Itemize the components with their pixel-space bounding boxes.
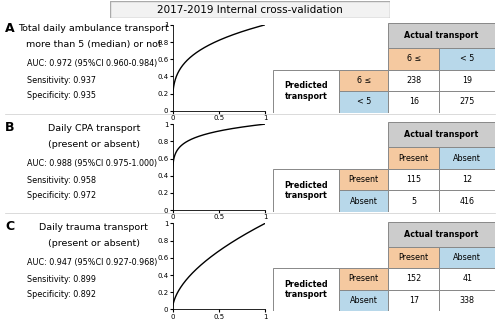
Bar <box>388 169 440 190</box>
Text: 238: 238 <box>406 76 421 85</box>
Bar <box>339 169 388 190</box>
Bar <box>388 48 440 70</box>
Bar <box>440 169 495 190</box>
Text: Present: Present <box>398 253 429 262</box>
Bar <box>440 48 495 70</box>
Text: Absent: Absent <box>453 253 481 262</box>
Bar <box>388 23 495 48</box>
Bar <box>440 70 495 91</box>
FancyBboxPatch shape <box>110 1 390 18</box>
Bar <box>388 122 495 148</box>
Text: 16: 16 <box>409 97 419 106</box>
Bar <box>339 70 388 91</box>
Text: Absent: Absent <box>350 197 378 206</box>
Text: Daily trauma transport: Daily trauma transport <box>40 223 148 232</box>
Bar <box>388 91 440 113</box>
Text: more than 5 (median) or not: more than 5 (median) or not <box>26 40 162 49</box>
Text: Present: Present <box>398 154 429 163</box>
Bar <box>388 222 495 247</box>
Bar <box>440 268 495 290</box>
Bar <box>339 91 388 113</box>
Text: Total daily ambulance transport: Total daily ambulance transport <box>18 24 169 33</box>
Text: Actual transport: Actual transport <box>404 130 478 139</box>
Bar <box>388 290 440 311</box>
Text: 6 ≤: 6 ≤ <box>406 54 421 64</box>
Text: Present: Present <box>348 274 379 283</box>
Text: 115: 115 <box>406 175 421 184</box>
Text: 41: 41 <box>462 274 472 283</box>
Bar <box>440 290 495 311</box>
Text: Sensitivity: 0.899: Sensitivity: 0.899 <box>28 275 96 284</box>
Bar <box>272 268 339 311</box>
Bar <box>388 190 440 212</box>
Text: Sensitivity: 0.958: Sensitivity: 0.958 <box>28 175 96 184</box>
Bar <box>440 91 495 113</box>
Bar <box>388 148 440 169</box>
Bar <box>272 70 339 113</box>
Text: < 5: < 5 <box>356 97 371 106</box>
Text: Actual transport: Actual transport <box>404 31 478 40</box>
Text: Absent: Absent <box>453 154 481 163</box>
Bar <box>440 148 495 169</box>
Text: 275: 275 <box>460 97 475 106</box>
Bar <box>440 190 495 212</box>
Text: Specificity: 0.892: Specificity: 0.892 <box>28 290 96 299</box>
Bar <box>339 190 388 212</box>
Text: Absent: Absent <box>350 296 378 305</box>
Text: 152: 152 <box>406 274 421 283</box>
Text: 12: 12 <box>462 175 472 184</box>
Text: B: B <box>5 121 15 134</box>
Bar <box>388 70 440 91</box>
Text: < 5: < 5 <box>460 54 474 64</box>
Text: 338: 338 <box>460 296 474 305</box>
Text: 6 ≤: 6 ≤ <box>356 76 371 85</box>
Text: AUC: 0.972 (95%CI 0.960-0.984): AUC: 0.972 (95%CI 0.960-0.984) <box>28 59 158 68</box>
Text: AUC: 0.947 (95%CI 0.927-0.968): AUC: 0.947 (95%CI 0.927-0.968) <box>28 258 158 267</box>
Text: (present or absent): (present or absent) <box>48 140 140 149</box>
Bar <box>339 290 388 311</box>
Bar <box>388 247 440 268</box>
Text: A: A <box>5 22 15 34</box>
Text: (present or absent): (present or absent) <box>48 239 140 248</box>
Text: 19: 19 <box>462 76 472 85</box>
Bar <box>272 169 339 212</box>
Text: Predicted
transport: Predicted transport <box>284 81 328 101</box>
Text: Present: Present <box>348 175 379 184</box>
Text: Actual transport: Actual transport <box>404 230 478 239</box>
Text: Specificity: 0.972: Specificity: 0.972 <box>28 191 96 200</box>
Text: Predicted
transport: Predicted transport <box>284 181 328 200</box>
Text: C: C <box>5 220 14 233</box>
Text: Daily CPA transport: Daily CPA transport <box>48 124 140 133</box>
Bar <box>339 268 388 290</box>
Text: 5: 5 <box>411 197 416 206</box>
Text: 416: 416 <box>460 197 474 206</box>
Bar <box>388 268 440 290</box>
Text: Sensitivity: 0.937: Sensitivity: 0.937 <box>28 76 96 85</box>
Text: Predicted
transport: Predicted transport <box>284 280 328 300</box>
Text: Specificity: 0.935: Specificity: 0.935 <box>28 91 96 100</box>
Bar <box>440 247 495 268</box>
Text: 2017-2019 Internal cross-validation: 2017-2019 Internal cross-validation <box>157 5 343 15</box>
Text: AUC: 0.988 (95%CI 0.975-1.000): AUC: 0.988 (95%CI 0.975-1.000) <box>28 159 158 167</box>
Text: 17: 17 <box>408 296 419 305</box>
